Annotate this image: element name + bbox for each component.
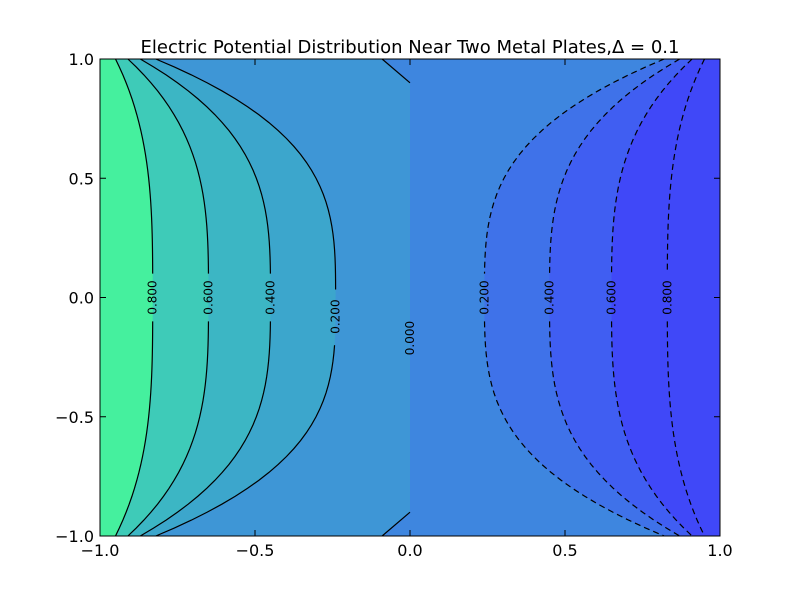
x-tick-label: 0.0	[397, 541, 422, 560]
contour-label: 0.400	[543, 280, 557, 314]
contour-line	[381, 58, 411, 84]
y-tick-label: 0.5	[69, 169, 94, 188]
contour-label: 0.800	[146, 280, 160, 314]
contour-label: 0.800	[660, 280, 674, 314]
y-tick-label: −0.5	[55, 408, 94, 427]
y-tick-label: −1.0	[55, 527, 94, 546]
axis-ticks: −1.0 −0.5 0.0 0.5 1.0 −1.0 −0.5 0.0 0.5 1.0	[55, 50, 733, 560]
contour-line	[483, 58, 665, 274]
contour-line	[381, 511, 411, 537]
contour-label: 0.600	[605, 280, 619, 314]
contour-line	[610, 58, 693, 274]
contour-region	[100, 59, 153, 536]
x-tick-label: −0.5	[236, 541, 275, 560]
contour-line	[548, 321, 681, 537]
chart-title: Electric Potential Distribution Near Two…	[141, 37, 680, 58]
x-tick-label: 1.0	[707, 541, 732, 560]
contour-label: 0.400	[264, 280, 278, 314]
contour-label: 0.000	[403, 321, 417, 355]
contour-label: 0.200	[329, 299, 343, 333]
x-tick-label: 0.5	[552, 541, 577, 560]
contour-line	[114, 321, 154, 537]
contour-line	[114, 58, 154, 274]
contour-line	[155, 345, 336, 537]
contour-line	[610, 321, 693, 537]
y-tick-label: 0.0	[69, 289, 94, 308]
x-tick-label: −1.0	[81, 541, 120, 560]
contour-label: 0.200	[477, 280, 491, 314]
contour-line	[548, 58, 681, 274]
contour-line	[666, 58, 706, 274]
contour-line	[483, 321, 665, 537]
contour-line	[155, 58, 337, 290]
contour-lines	[114, 58, 706, 537]
contour-line	[127, 58, 210, 274]
contour-line	[127, 321, 210, 537]
contour-fills	[100, 59, 720, 536]
contour-labels: 0.800 0.600 0.400 0.200 0.000 0.200 0.400 0.600…	[146, 280, 675, 355]
contour-line	[139, 58, 272, 274]
contour-label: 0.600	[202, 280, 216, 314]
contour-line	[139, 321, 272, 537]
y-tick-label: 1.0	[69, 50, 94, 69]
contour-line	[666, 321, 706, 537]
